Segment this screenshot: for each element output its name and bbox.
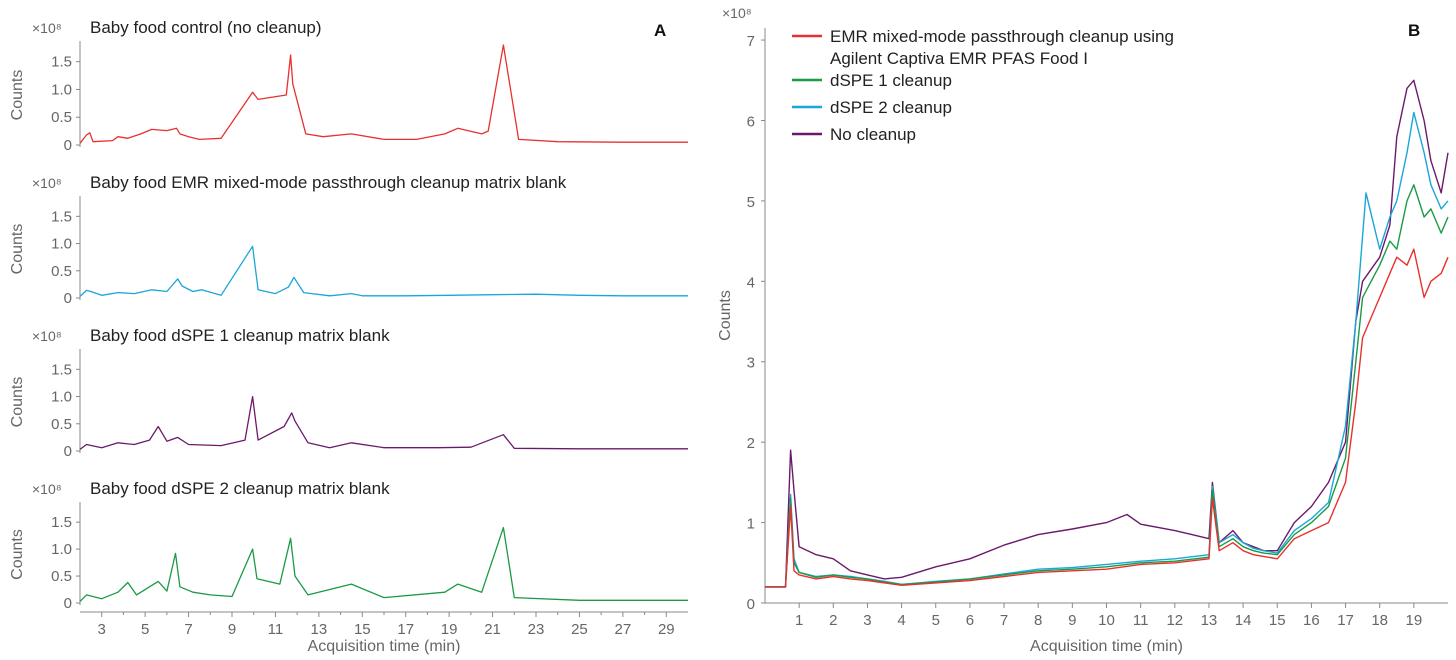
y-tick-label: 0.5 xyxy=(51,263,72,280)
x-tick-label: 16 xyxy=(1303,612,1320,629)
subplot-3: 0 0.5 1.0 1.5 ×10⁸ Counts Baby food dSPE 1 cle… xyxy=(9,326,688,460)
x-tick-label: 7 xyxy=(1000,612,1008,629)
legend-entry: dSPE 2 cleanup xyxy=(830,98,952,117)
chromatogram-line xyxy=(79,245,688,297)
y-tick-label: 1.5 xyxy=(51,54,72,71)
chromatogram-line xyxy=(79,526,688,602)
y-axis-label: Counts xyxy=(9,529,26,580)
y-tick-label: 0.5 xyxy=(51,568,72,585)
series-line xyxy=(765,184,1449,588)
x-tick-label: 19 xyxy=(1406,612,1423,629)
subplot-2: 0 0.5 1.0 1.5 ×10⁸ Counts Baby food EMR mixed-… xyxy=(9,173,688,307)
y-axis-label: Counts xyxy=(9,224,26,275)
x-tick-label: 5 xyxy=(141,621,149,638)
y-multiplier: ×10⁸ xyxy=(32,20,62,36)
y-multiplier: ×10⁸ xyxy=(32,481,62,497)
x-tick-label: 5 xyxy=(932,612,940,629)
x-tick-label: 14 xyxy=(1235,612,1252,629)
x-tick-label: 27 xyxy=(615,621,632,638)
x-axis-label: Acquisition time (min) xyxy=(308,638,461,655)
y-tick-label: 0 xyxy=(64,290,72,307)
y-tick-label: 1.5 xyxy=(51,514,72,531)
y-tick-label: 1.0 xyxy=(51,541,72,558)
x-tick-label: 25 xyxy=(571,621,588,638)
x-tick-label: 15 xyxy=(354,621,371,638)
legend: EMR mixed-mode passthrough cleanup using… xyxy=(792,27,1174,144)
panel-a: 0 0.5 1.0 1.5 ×10⁸ Counts Baby food control (n… xyxy=(9,18,688,655)
x-tick-label: 17 xyxy=(1337,612,1354,629)
subplot-title: Baby food dSPE 1 cleanup matrix blank xyxy=(90,326,390,345)
chromatogram-line xyxy=(79,44,688,144)
subplot-1: 0 0.5 1.0 1.5 ×10⁸ Counts Baby food control (n… xyxy=(9,18,688,154)
series-line xyxy=(765,111,1449,588)
subplot-title: Baby food control (no cleanup) xyxy=(90,18,322,37)
y-tick-label: 7 xyxy=(747,33,755,50)
x-tick-label: 23 xyxy=(528,621,545,638)
x-tick-label: 11 xyxy=(1133,612,1149,629)
x-tick-label: 9 xyxy=(228,621,236,638)
y-axis-label: Counts xyxy=(9,377,26,428)
x-tick-label: 17 xyxy=(397,621,414,638)
y-tick-label: 0.5 xyxy=(51,109,72,126)
x-tick-label: 18 xyxy=(1371,612,1388,629)
x-axis-label: Acquisition time (min) xyxy=(1030,638,1183,655)
y-tick-label: 0 xyxy=(64,443,72,460)
y-tick-label: 0 xyxy=(64,137,72,154)
legend-entry: EMR mixed-mode passthrough cleanup using xyxy=(830,27,1174,46)
y-multiplier: ×10⁸ xyxy=(32,328,62,344)
legend-entry-line2: Agilent Captiva EMR PFAS Food I xyxy=(830,49,1088,68)
subplot-4: 0 0.5 1.0 1.5 ×10⁸ Counts Baby food dSPE 2 cle… xyxy=(9,479,688,612)
x-tick-label: 3 xyxy=(98,621,106,638)
y-axis-label: Counts xyxy=(9,70,26,121)
series-line xyxy=(765,79,1449,588)
x-tick-label: 29 xyxy=(658,621,675,638)
legend-entry: No cleanup xyxy=(830,125,916,144)
y-tick-label: 1.0 xyxy=(51,236,72,253)
chromatogram-line xyxy=(79,395,688,450)
y-tick-label: 0.5 xyxy=(51,416,72,433)
x-tick-label: 11 xyxy=(268,621,284,638)
x-tick-label: 21 xyxy=(484,621,501,638)
y-tick-label: 3 xyxy=(747,355,755,372)
y-tick-label: 2 xyxy=(747,435,755,452)
y-tick-label: 6 xyxy=(747,113,755,130)
x-tick-label: 13 xyxy=(311,621,328,638)
x-tick-label: 13 xyxy=(1201,612,1218,629)
y-tick-label: 0 xyxy=(64,595,72,612)
x-tick-label: 12 xyxy=(1166,612,1183,629)
y-tick-label: 5 xyxy=(747,194,755,211)
x-tick-label: 15 xyxy=(1269,612,1286,629)
x-tick-label: 4 xyxy=(897,612,905,629)
y-tick-label: 1.5 xyxy=(51,208,72,225)
y-tick-label: 0 xyxy=(747,596,755,613)
y-multiplier: ×10⁸ xyxy=(32,175,62,191)
y-axis-label: Counts xyxy=(717,290,734,341)
panel-a-label: A xyxy=(654,21,666,40)
series-line xyxy=(765,248,1449,588)
x-tick-label: 2 xyxy=(829,612,837,629)
y-tick-label: 1.0 xyxy=(51,389,72,406)
legend-entry: dSPE 1 cleanup xyxy=(830,71,952,90)
y-tick-label: 1 xyxy=(747,516,755,533)
y-tick-label: 1.0 xyxy=(51,81,72,98)
panel-b-label: B xyxy=(1408,21,1420,40)
subplot-title: Baby food EMR mixed-mode passthrough cle… xyxy=(90,173,567,192)
y-tick-label: 1.5 xyxy=(51,361,72,378)
x-tick-label: 19 xyxy=(441,621,458,638)
x-tick-label: 8 xyxy=(1034,612,1042,629)
x-tick-label: 7 xyxy=(184,621,192,638)
x-tick-label: 3 xyxy=(863,612,871,629)
x-tick-label: 10 xyxy=(1098,612,1115,629)
x-tick-label: 1 xyxy=(795,612,803,629)
x-tick-label: 9 xyxy=(1068,612,1076,629)
y-multiplier: ×10⁸ xyxy=(722,5,752,21)
x-tick-label: 6 xyxy=(966,612,974,629)
y-tick-label: 4 xyxy=(747,274,755,291)
subplot-title: Baby food dSPE 2 cleanup matrix blank xyxy=(90,479,390,498)
